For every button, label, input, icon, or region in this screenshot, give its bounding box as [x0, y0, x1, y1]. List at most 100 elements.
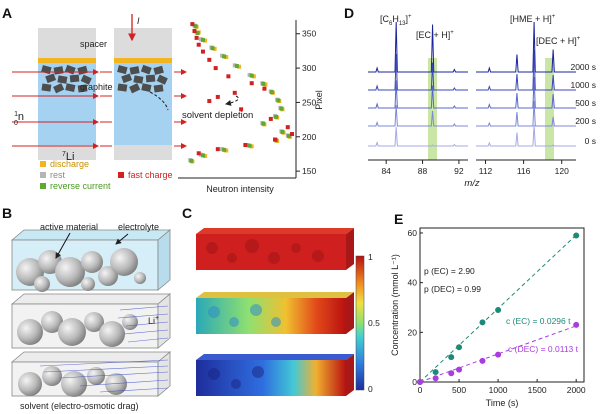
profile-point-reverse-current [280, 129, 285, 134]
profile-point-discharge [224, 55, 229, 60]
annot-c-ec: c (EC) = 0.0296 t [506, 316, 571, 326]
heatmap-block-1 [196, 228, 354, 270]
legend-swatch-reverse [40, 183, 46, 189]
peak-label-c6h13: [C6H13]+ [380, 14, 412, 27]
profile-point-fast-charge [262, 86, 267, 91]
point-dec [456, 366, 463, 373]
plot-e-xtick-label: 500 [452, 385, 466, 395]
profile-point-reverse-current [200, 37, 205, 42]
plot-e-ytick-label: 20 [408, 327, 418, 337]
profile-point-fast-charge [196, 151, 201, 156]
profile-point-reverse-current [269, 90, 274, 95]
active-material-pointer [55, 232, 71, 259]
legend-label-discharge: discharge [50, 159, 89, 169]
colorbar [355, 255, 365, 391]
legend-label-rest: rest [50, 170, 66, 180]
spectrum-right-3 [476, 100, 576, 127]
heatmap-pores-2 [208, 304, 281, 327]
profile-point-fast-charge [200, 49, 205, 54]
profile-ylabel: Pixel [314, 90, 324, 110]
highlight-ec [428, 58, 437, 160]
profile-point-reverse-current [247, 143, 252, 148]
point-ec [432, 369, 439, 376]
heatmap-pores-3 [208, 366, 264, 389]
concentration-plot: 0 500 1000 1500 2000 0 20 40 60 Time (s) Concentra… [390, 227, 586, 408]
label-graphite: graphite [80, 82, 113, 92]
mass-spectra [368, 21, 576, 147]
point-dec [495, 351, 502, 358]
profile-point-reverse-current [261, 81, 266, 86]
profile-point-reverse-current [274, 114, 279, 119]
profile-point-discharge [224, 148, 229, 153]
annotation-arrow-right [225, 95, 239, 106]
point-ec [479, 319, 486, 326]
panel-label-b: B [2, 205, 12, 221]
spectrum-right-1 [476, 49, 576, 91]
profile-point-rest [198, 152, 203, 157]
profile-point-fast-charge [215, 147, 220, 152]
profile-xlabel: Neutron intensity [206, 184, 274, 194]
profile-point-fast-charge [192, 28, 197, 33]
ion-paths-3 [39, 359, 169, 393]
profile-point-reverse-current [234, 64, 239, 69]
profile-point-rest [220, 147, 225, 152]
panel-label-a: A [2, 5, 12, 21]
label-lithium: 7Li [62, 151, 74, 163]
annot-p-dec: p (DEC) = 0.99 [424, 284, 481, 294]
profile-point-fast-charge [207, 99, 212, 104]
particle-box-1 [10, 229, 172, 292]
colorbar-tick-mid: 0.5 [368, 318, 380, 328]
point-dec [432, 375, 439, 382]
particle-box-3 [10, 351, 172, 397]
profile-point-fast-charge [273, 137, 278, 142]
peak-label-dec: [DEC + H]+ [536, 36, 581, 46]
spectrum-left-1 [368, 53, 468, 91]
profile-point-reverse-current [193, 24, 198, 29]
spectrum-left-2 [368, 80, 468, 109]
label-spacer: spacer [80, 39, 107, 49]
profile-point-reverse-current [286, 134, 291, 139]
heatmap-block-3 [196, 354, 354, 396]
spectrum-left-4 [368, 126, 468, 147]
spectrum-right-0 [476, 21, 576, 73]
peak-label-hme: [HME + H]+ [510, 14, 556, 24]
spectrum-time-label: 2000 s [570, 62, 596, 72]
legend-label-reverse: reverse current [50, 181, 111, 191]
plot-e-xtick-label: 1500 [528, 385, 547, 395]
profile-point-rest [232, 63, 237, 68]
spectra-time-labels: 2000 s 1000 s 500 s 200 s 0 s [570, 62, 596, 146]
profile-point-discharge [251, 74, 256, 79]
profile-point-rest [198, 37, 203, 42]
profile-point-fast-charge [249, 81, 254, 86]
point-dec [417, 379, 423, 385]
profile-point-rest [245, 143, 250, 148]
profile-point-discharge [263, 82, 268, 87]
spectrum-time-label: 0 s [585, 136, 596, 146]
legend-swatch-fast-charge [118, 172, 124, 178]
heatmap-pores-1 [206, 239, 324, 264]
spectrum-time-label: 200 s [575, 116, 596, 126]
spectra-xtick-label: 84 [381, 166, 391, 176]
profile-point-reverse-current [222, 147, 227, 152]
spectra-xtick-label: 120 [555, 166, 569, 176]
spectra-xtick-label: 112 [479, 166, 493, 176]
profile-point-fast-charge [285, 125, 290, 130]
profile-point-fast-charge [213, 66, 218, 71]
profile-point-fast-charge [194, 35, 199, 40]
profile-point-fast-charge [232, 90, 237, 95]
legend-swatch-rest [40, 172, 46, 178]
plot-e-ylabel: Concentration (mmol L⁻¹) [390, 254, 400, 356]
spectra-xtick-label: 88 [418, 166, 428, 176]
point-dec [448, 370, 455, 377]
panel-label-e: E [394, 211, 403, 227]
profile-point-fast-charge [239, 107, 244, 112]
profile-point-fast-charge [226, 74, 231, 79]
profile-point-rest [247, 72, 252, 77]
annot-c-dec: c (DEC) = 0.0113 t [508, 344, 579, 354]
electrolyte-pointer [115, 233, 129, 245]
plot-e-ytick-label: 60 [408, 228, 418, 238]
profile-point-rest [220, 53, 225, 58]
profile-point-discharge [249, 144, 254, 149]
plot-e-xtick-label: 2000 [567, 385, 586, 395]
